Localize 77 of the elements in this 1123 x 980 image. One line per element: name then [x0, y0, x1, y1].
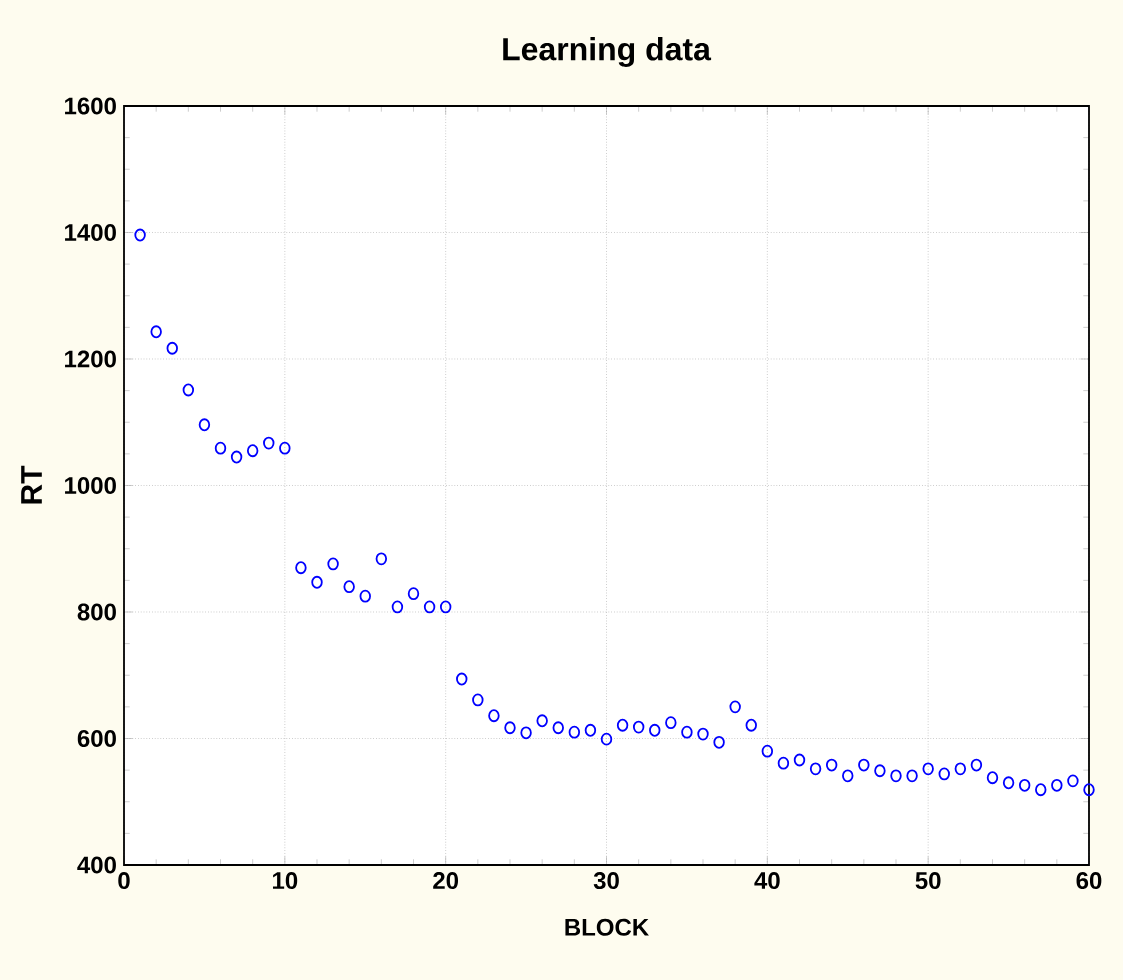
y-tick-label: 600 [77, 730, 116, 747]
point [600, 732, 613, 746]
point [359, 589, 371, 603]
point [1067, 774, 1079, 788]
point [230, 450, 243, 464]
point [182, 383, 195, 397]
point [825, 758, 838, 772]
point [858, 758, 870, 772]
point [488, 709, 500, 723]
point [632, 720, 645, 734]
point [279, 441, 291, 455]
point [986, 771, 999, 785]
x-axis-title: BLOCK [565, 918, 649, 936]
point [472, 693, 484, 707]
point [150, 325, 162, 339]
point [407, 587, 420, 601]
y-axis-title: RT [21, 465, 42, 504]
point [520, 726, 532, 740]
x-tick-label: 50 [915, 872, 941, 890]
point [761, 744, 774, 758]
point [1002, 776, 1015, 790]
point [697, 727, 709, 741]
y-tick-label: 1200 [65, 350, 116, 368]
point [198, 418, 211, 432]
point [616, 718, 629, 732]
point [423, 600, 436, 614]
point [327, 557, 339, 571]
x-tick-label: 0 [118, 872, 130, 890]
point [777, 756, 790, 770]
point [439, 600, 452, 614]
point [343, 580, 355, 594]
chart-title: Learning data [503, 37, 712, 67]
y-tick-label: 1400 [65, 224, 116, 241]
y-tick-label: 1600 [65, 97, 116, 115]
point [890, 769, 902, 783]
point [1035, 783, 1047, 797]
point [1083, 783, 1095, 797]
point [874, 764, 886, 778]
x-tick-label: 30 [593, 872, 619, 890]
point [745, 718, 757, 732]
point [842, 769, 854, 783]
point [134, 228, 146, 242]
y-tick-label: 800 [77, 603, 116, 621]
point [456, 672, 468, 686]
point [504, 721, 516, 735]
point [906, 769, 918, 783]
point [713, 735, 725, 749]
point [1051, 778, 1063, 792]
x-tick-label: 20 [433, 872, 459, 890]
point [584, 723, 597, 737]
point [295, 561, 307, 575]
y-tick-label: 400 [77, 856, 116, 874]
point [922, 762, 934, 776]
point [246, 444, 259, 458]
point [214, 441, 227, 455]
x-tick-label: 10 [272, 872, 298, 890]
point [809, 762, 822, 776]
point [938, 767, 950, 781]
point [552, 721, 564, 735]
point [375, 552, 388, 566]
point [954, 762, 967, 776]
point [729, 700, 741, 714]
point [391, 600, 404, 614]
point [311, 575, 323, 589]
y-tick-label: 1000 [65, 477, 116, 494]
point [536, 714, 548, 728]
point [970, 758, 983, 772]
x-tick-label: 60 [1076, 872, 1102, 890]
point [1018, 778, 1031, 792]
point [793, 753, 806, 767]
point [681, 725, 693, 739]
x-tick-label: 40 [754, 872, 780, 890]
point [649, 723, 661, 737]
point [568, 725, 581, 739]
point [166, 341, 178, 355]
point [665, 716, 677, 730]
point [263, 436, 275, 450]
